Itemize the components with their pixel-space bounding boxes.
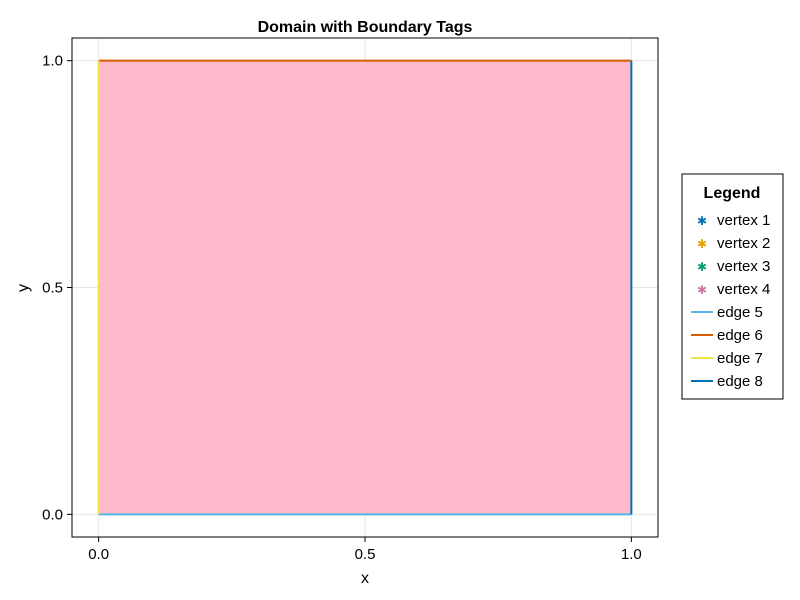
chart-title: Domain with Boundary Tags [258, 19, 473, 36]
legend-marker-vertex-3: ✱ [697, 260, 707, 274]
legend-entries: ✱ vertex 1 ✱ vertex 2 ✱ vertex 3 ✱ vertex 4 edge… [691, 212, 770, 390]
legend-label: edge 6 [717, 327, 763, 344]
legend-label: edge 7 [717, 350, 763, 367]
legend-label: vertex 4 [717, 281, 770, 298]
legend-label: edge 5 [717, 304, 763, 321]
legend-box [681, 173, 784, 400]
legend-marker-vertex-2: ✱ [697, 237, 707, 251]
legend-label: vertex 1 [717, 212, 770, 229]
y-tick-label: 0.5 [42, 280, 63, 297]
x-tick-label: 0.0 [88, 546, 109, 563]
domain-fill-layer [98, 60, 632, 515]
domain-fill [98, 60, 632, 515]
x-tick-label: 0.5 [355, 546, 376, 563]
legend-marker-vertex-4: ✱ [697, 283, 707, 297]
legend-label: vertex 2 [717, 235, 770, 252]
y-tick-label: 1.0 [42, 53, 63, 70]
legend-label: vertex 3 [717, 258, 770, 275]
tick-layer: 0.0 0.5 1.0 0.0 0.5 1.0 [42, 53, 642, 563]
y-tick-label: 0.0 [42, 506, 63, 523]
legend: Legend ✱ vertex 1 ✱ vertex 2 ✱ vertex 3 ✱ verte… [681, 173, 784, 400]
x-axis-label: x [361, 570, 369, 587]
legend-label: edge 8 [717, 373, 763, 390]
legend-title: Legend [704, 185, 761, 202]
x-tick-label: 1.0 [621, 546, 642, 563]
y-axis-label: y [15, 284, 32, 292]
legend-marker-vertex-1: ✱ [697, 214, 707, 228]
series-layer [97, 59, 633, 516]
